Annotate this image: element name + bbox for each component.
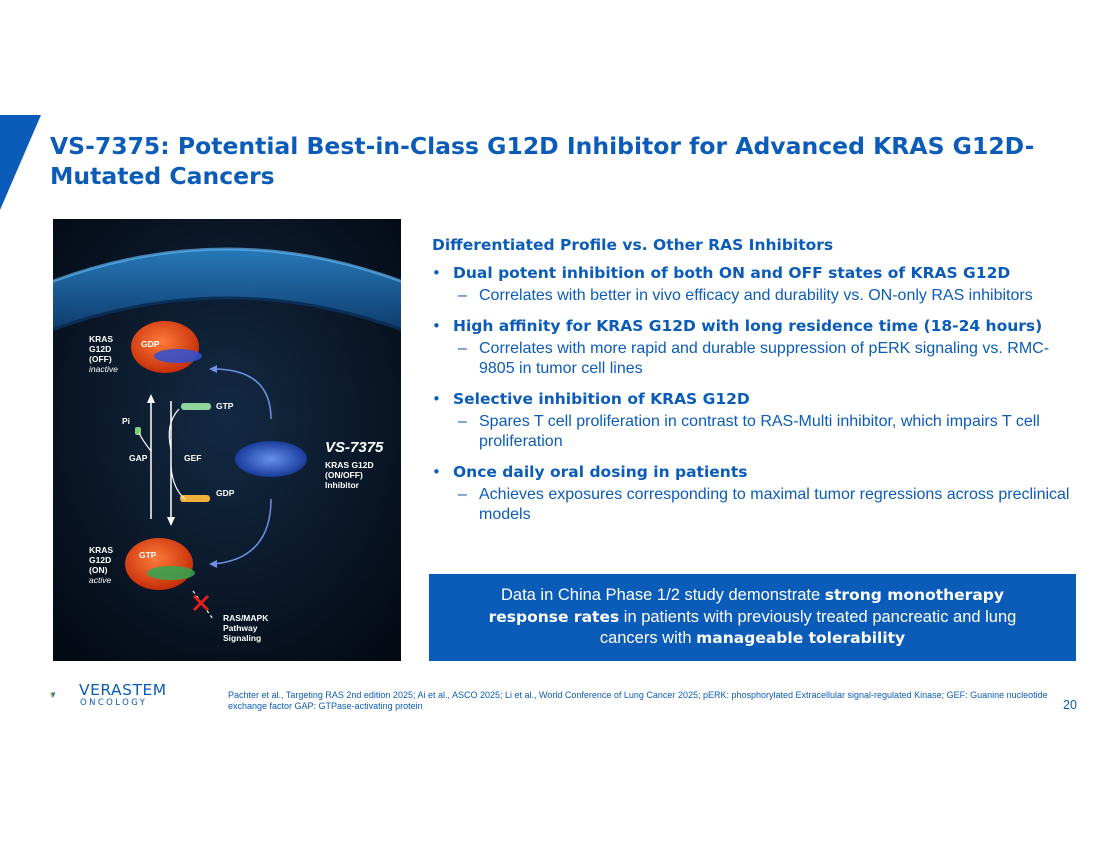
bullet-heading: Dual potent inhibition of both ON and OF… — [453, 264, 1011, 282]
pathway-label: RAS/MAPK Pathway Signaling — [223, 613, 269, 643]
page-number: 20 — [1063, 698, 1077, 712]
bullet-item: • High affinity for KRAS G12D with long … — [432, 316, 1077, 337]
bullet-item: • Once daily oral dosing in patients — [432, 462, 1077, 483]
dash-marker: – — [458, 486, 467, 503]
callout-emphasis: strong monotherapy response rates — [488, 586, 1004, 626]
bullet-dot: • — [432, 264, 441, 282]
footnote: Pachter et al., Targeting RAS 2nd editio… — [228, 690, 1048, 711]
bullet-heading: Once daily oral dosing in patients — [453, 463, 748, 481]
bullet-dot: • — [432, 317, 441, 335]
kras-on-state: active — [89, 575, 112, 585]
profile-section: Differentiated Profile vs. Other RAS Inh… — [432, 236, 1077, 535]
bullet-heading: Selective inhibition of KRAS G12D — [453, 390, 750, 408]
drug-name-label: VS-7375 — [325, 439, 384, 456]
bullet-dot: • — [432, 390, 441, 408]
dash-marker: – — [458, 413, 467, 430]
sub-bullet-text: Correlates with better in vivo efficacy … — [479, 287, 1033, 304]
dash-marker: – — [458, 287, 467, 304]
gap-label: GAP — [129, 453, 148, 463]
sub-bullet: – Correlates with better in vivo efficac… — [432, 286, 1077, 306]
sub-bullet: – Correlates with more rapid and durable… — [432, 339, 1077, 379]
drug-description: KRAS G12D (ON/OFF) Inhibitor — [325, 460, 374, 490]
sub-bullet: – Spares T cell proliferation in contras… — [432, 412, 1077, 452]
sub-bullet-text: Achieves exposures corresponding to maxi… — [479, 486, 1070, 523]
verastem-logo-icon — [50, 692, 56, 698]
accent-bar — [0, 115, 41, 210]
sub-bullet-text: Spares T cell proliferation in contrast … — [479, 413, 1040, 450]
callout-emphasis: manageable tolerability — [696, 629, 906, 647]
pi-label: Pi — [122, 416, 131, 426]
bullet-item: • Dual potent inhibition of both ON and … — [432, 263, 1077, 284]
callout-text: in patients with previously treated panc… — [599, 607, 1017, 648]
sub-bullet-text: Correlates with more rapid and durable s… — [479, 340, 1050, 377]
gef-label: GEF — [184, 453, 202, 463]
cell-membrane — [53, 249, 401, 330]
kras-off-state: inactive — [89, 364, 118, 374]
gtp-label: GTP — [216, 401, 234, 411]
vs-7375-molecule — [235, 441, 307, 477]
gdp-label: GDP — [216, 488, 235, 498]
kras-off-label: KRAS G12D (OFF) — [89, 334, 114, 364]
bullet-dot: • — [432, 463, 441, 481]
logo-name: VERASTEM — [79, 681, 167, 699]
gdp-on-protein-label: GDP — [141, 339, 160, 349]
logo-subtitle: ONCOLOGY — [80, 698, 148, 708]
kras-on-label: KRAS G12D (ON) — [89, 545, 114, 575]
slide-title: VS-7375: Potential Best-in-Class G12D In… — [50, 132, 1035, 190]
kras-on-protein — [125, 538, 193, 590]
dash-marker: – — [458, 340, 467, 357]
sub-bullet: – Achieves exposures corresponding to ma… — [432, 485, 1077, 525]
callout-box: Data in China Phase 1/2 study demonstrat… — [429, 574, 1076, 661]
section-heading: Differentiated Profile vs. Other RAS Inh… — [432, 236, 834, 254]
mechanism-illustration: KRAS G12D (OFF) inactive GDP GTP Pi GAP … — [53, 219, 401, 661]
bullet-heading: High affinity for KRAS G12D with long re… — [453, 317, 1043, 335]
gtp-on-protein-label: GTP — [139, 550, 157, 560]
bullet-item: • Selective inhibition of KRAS G12D — [432, 389, 1077, 410]
callout-text: Data in China Phase 1/2 study demonstrat… — [501, 586, 825, 604]
